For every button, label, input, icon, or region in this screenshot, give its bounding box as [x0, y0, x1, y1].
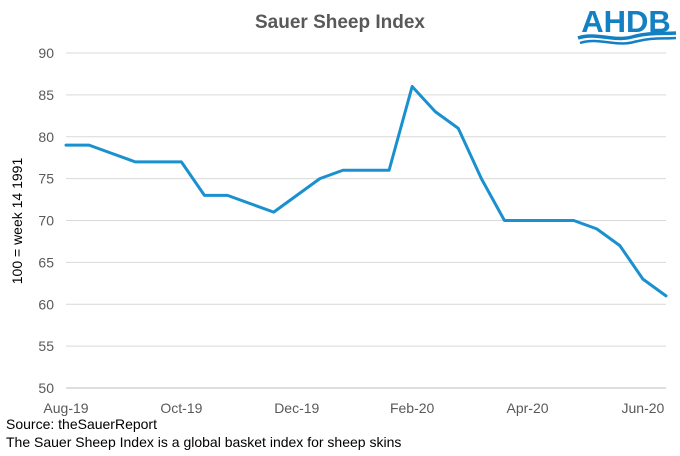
y-axis-ticks: 50 55 60 65 70 75 80 85 90 [38, 45, 54, 396]
gridlines [66, 52, 666, 347]
x-tick-label: Aug-19 [43, 400, 88, 416]
y-tick-label: 50 [38, 380, 54, 396]
y-tick-label: 75 [38, 171, 54, 187]
x-tick-label: Jun-20 [622, 400, 665, 416]
y-tick-label: 80 [38, 129, 54, 145]
data-point [365, 169, 367, 172]
chart-title: Sauer Sheep Index [255, 12, 425, 33]
data-point [434, 110, 437, 113]
data-point [572, 219, 575, 222]
y-tick-label: 70 [38, 213, 54, 229]
y-tick-label: 65 [38, 254, 54, 270]
data-point [111, 152, 113, 155]
series-line [64, 85, 668, 298]
data-point [595, 228, 598, 230]
data-point [226, 194, 229, 197]
logo-wave-1 [577, 31, 677, 41]
data-point [295, 194, 298, 197]
x-tick-label: Apr-20 [507, 400, 549, 416]
data-point [272, 211, 275, 213]
y-tick-label: 55 [38, 338, 54, 354]
data-point [180, 161, 183, 163]
data-point [249, 202, 252, 205]
logo-wave-2 [579, 36, 677, 45]
description-note: The Sauer Sheep Index is a global basket… [6, 434, 402, 450]
data-point [457, 127, 460, 130]
x-tick-label: Oct-19 [160, 400, 202, 416]
data-point [411, 85, 413, 88]
data-point [665, 295, 667, 297]
x-axis-ticks: Aug-19 Oct-19 Dec-19 Feb-20 Apr-20 Jun-20 [43, 400, 664, 416]
data-point [549, 219, 552, 222]
data-point [503, 219, 506, 222]
x-tick-label: Feb-20 [390, 400, 435, 416]
data-point [88, 144, 90, 146]
y-tick-label: 90 [38, 45, 54, 61]
data-point [526, 219, 529, 222]
data-points [65, 85, 667, 297]
data-point [319, 177, 321, 180]
ahdb-logo: AHDB [577, 4, 677, 45]
data-point [342, 169, 344, 172]
data-point [65, 144, 67, 146]
data-point [388, 169, 390, 172]
y-tick-label: 60 [38, 296, 54, 312]
x-tick-label: Dec-19 [274, 400, 319, 416]
data-point [157, 161, 160, 163]
source-note: Source: theSauerReport [6, 416, 157, 432]
data-point [480, 177, 483, 180]
y-tick-label: 85 [38, 87, 54, 103]
data-point [134, 161, 137, 163]
data-point [203, 194, 206, 197]
data-point [619, 244, 621, 247]
y-axis-label: 100 = week 14 1991 [9, 158, 25, 285]
data-point [642, 278, 644, 280]
